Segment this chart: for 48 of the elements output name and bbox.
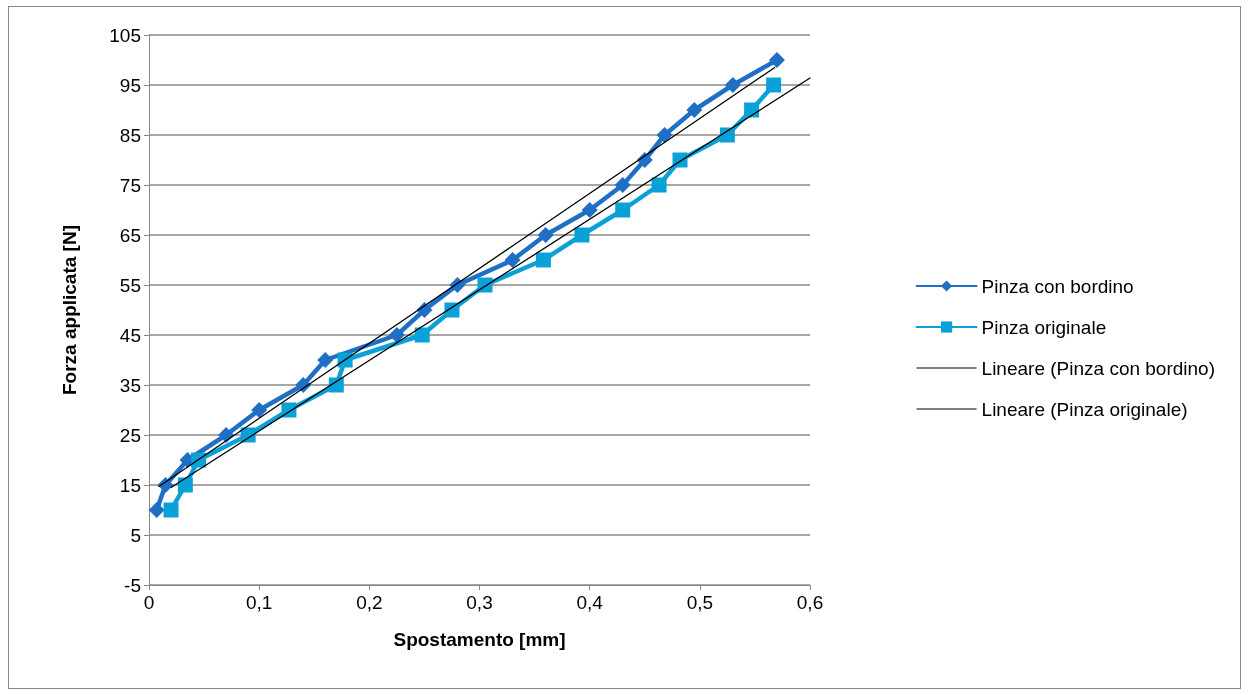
point bbox=[574, 227, 590, 243]
point bbox=[177, 477, 193, 493]
point bbox=[651, 177, 667, 193]
point bbox=[768, 52, 785, 68]
legend-label: Lineare (Pinza originale) bbox=[981, 398, 1188, 420]
y-tick-label: 45 bbox=[119, 324, 141, 346]
point bbox=[414, 327, 430, 343]
y-tick-label: 65 bbox=[119, 224, 141, 246]
x-tick-label: 0 bbox=[143, 592, 155, 613]
y-tick-label: 5 bbox=[130, 524, 141, 546]
point bbox=[744, 102, 760, 118]
point bbox=[615, 202, 631, 218]
point bbox=[504, 252, 521, 268]
legend-label: Pinza originale bbox=[981, 316, 1107, 338]
x-tick-label: 0,4 bbox=[576, 592, 604, 613]
x-tick-label: 0,5 bbox=[686, 592, 714, 613]
point bbox=[328, 377, 344, 393]
legend-label: Lineare (Pinza con bordino) bbox=[981, 357, 1215, 379]
point bbox=[163, 502, 179, 518]
y-tick-label: 105 bbox=[109, 24, 141, 46]
y-tick-label: 75 bbox=[119, 174, 141, 196]
y-tick-label: 35 bbox=[119, 374, 141, 396]
point bbox=[537, 227, 554, 243]
x-axis-title: Spostamento [mm] bbox=[393, 629, 566, 650]
y-tick-label: 25 bbox=[119, 424, 141, 446]
point bbox=[724, 77, 741, 93]
point bbox=[766, 77, 782, 93]
x-tick-label: 0,2 bbox=[356, 592, 383, 613]
point bbox=[148, 502, 165, 518]
point bbox=[656, 127, 673, 143]
y-tick-label: 85 bbox=[119, 124, 141, 146]
x-tick-label: 0,1 bbox=[245, 592, 273, 613]
point bbox=[581, 202, 598, 218]
point bbox=[614, 177, 631, 193]
x-tick-label: 0,3 bbox=[466, 592, 493, 613]
point bbox=[686, 102, 703, 118]
legend-label: Pinza con bordino bbox=[981, 275, 1134, 297]
x-tick-label: 0,6 bbox=[796, 592, 824, 613]
y-axis-title: Forza applicata [N] bbox=[59, 225, 80, 395]
point bbox=[719, 127, 735, 143]
point bbox=[251, 402, 268, 418]
y-tick-label: 55 bbox=[119, 274, 141, 296]
y-tick-label: -5 bbox=[124, 574, 141, 596]
point bbox=[317, 352, 334, 368]
point bbox=[535, 252, 551, 268]
y-tick-label: 95 bbox=[119, 74, 141, 96]
point bbox=[388, 327, 405, 343]
y-tick-label: 15 bbox=[119, 474, 141, 496]
